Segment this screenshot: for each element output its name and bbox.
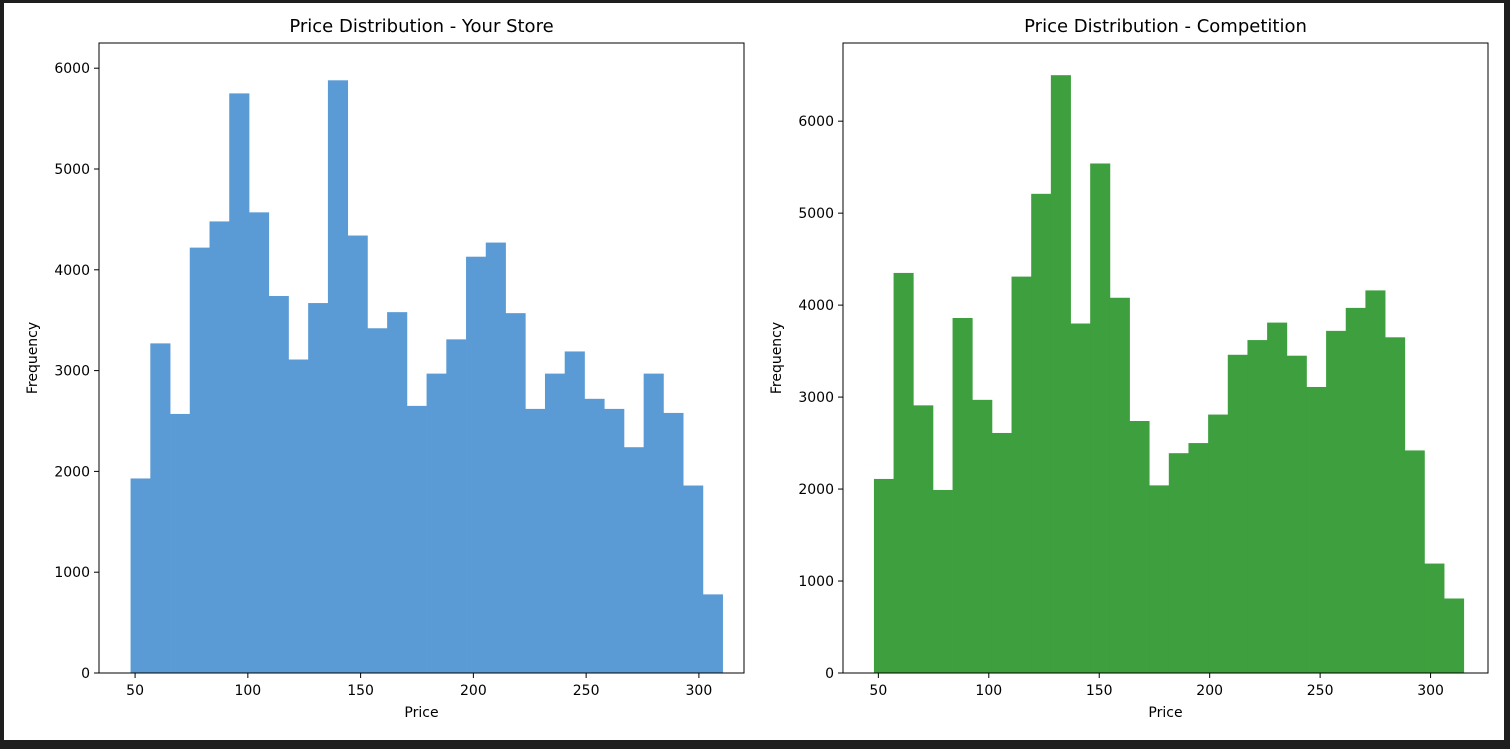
- histogram-bar: [623, 447, 645, 673]
- x-tick-label: 100: [234, 683, 261, 699]
- y-tick-label: 6000: [54, 61, 90, 77]
- histogram-bar: [288, 359, 309, 673]
- histogram-bar: [1208, 414, 1229, 673]
- y-tick-label: 3000: [54, 364, 90, 380]
- histogram-bar: [1070, 323, 1091, 673]
- histogram-bar: [663, 412, 684, 673]
- histogram-bar: [1050, 75, 1071, 673]
- histogram-bar: [466, 256, 487, 673]
- x-tick-label: 150: [347, 683, 374, 699]
- x-tick-label: 50: [869, 683, 887, 699]
- histogram-bar: [1424, 563, 1445, 673]
- histogram-bar: [952, 317, 973, 673]
- histogram-bar: [972, 399, 993, 673]
- chart-svg: 50 100 150 200 250 30001000200030004000500060…: [25, 16, 1489, 721]
- x-tick-label: 200: [1196, 683, 1223, 699]
- histogram-bar: [189, 247, 210, 673]
- y-tick-label: 5000: [54, 162, 90, 178]
- x-tick-label: 150: [1086, 683, 1113, 699]
- y-axis-label: Frequency: [25, 322, 41, 394]
- histogram-bar: [893, 272, 914, 673]
- histogram-bar: [991, 432, 1012, 673]
- histogram-bar: [525, 408, 546, 673]
- histogram-bar: [1444, 598, 1465, 673]
- histogram-bar: [683, 485, 704, 673]
- y-tick-label: 0: [825, 666, 834, 682]
- histogram-bar: [485, 242, 506, 673]
- chart-panel-2: 50 100 150 200 250 30001000200030004000500060…: [769, 16, 1489, 721]
- x-tick-label: 50: [126, 683, 144, 699]
- y-tick-label: 1000: [54, 565, 90, 581]
- histogram-bar: [229, 93, 250, 673]
- histogram-bar: [1227, 354, 1248, 673]
- histogram-bar: [446, 339, 467, 673]
- histogram-bar: [327, 80, 349, 674]
- histogram-bar: [406, 405, 427, 673]
- histogram-bar: [643, 373, 664, 673]
- histogram-bar: [604, 408, 625, 673]
- histogram-bar: [873, 478, 894, 673]
- x-tick-label: 300: [686, 683, 713, 699]
- histogram-bar: [1326, 330, 1347, 673]
- x-tick-label: 200: [460, 683, 487, 699]
- histogram-bar: [426, 373, 447, 673]
- figure: 50 100 150 200 250 300 0 1000 2000 3000 4000 5000 60…: [4, 3, 1504, 740]
- y-tick-label: 5000: [798, 206, 834, 222]
- histogram-bar: [1149, 485, 1170, 673]
- x-tick-label: 300: [1417, 683, 1444, 699]
- histogram-bar: [1345, 307, 1366, 673]
- histogram-bar: [209, 221, 230, 674]
- histogram-bar: [347, 235, 368, 673]
- histogram-bar: [1267, 322, 1288, 673]
- y-tick-label: 4000: [54, 263, 90, 279]
- x-tick-label: 250: [1307, 683, 1334, 699]
- histogram-bar: [932, 489, 953, 673]
- histogram-bar: [1188, 443, 1209, 673]
- histogram-bar: [170, 413, 191, 673]
- y-tick-label: 1000: [798, 574, 834, 590]
- chart-title: Price Distribution - Your Store: [289, 16, 553, 37]
- histogram-bar: [367, 328, 388, 673]
- histogram-bar: [1031, 193, 1052, 673]
- histogram-bar: [505, 313, 526, 673]
- chart-title: Price Distribution - Competition: [1024, 16, 1307, 37]
- histogram-bar: [702, 594, 723, 673]
- histogram-bar: [130, 478, 151, 673]
- histogram-bar: [248, 212, 270, 673]
- axes-frame: [98, 42, 745, 674]
- histogram-bar: [308, 303, 329, 673]
- histogram-bar: [913, 405, 934, 673]
- x-axis-label: Price: [404, 705, 438, 721]
- x-tick-label: 250: [573, 683, 600, 699]
- histogram-bar: [1306, 386, 1327, 673]
- histogram-bar: [564, 351, 585, 673]
- y-tick-label: 3000: [798, 390, 834, 406]
- histogram-bar: [1090, 163, 1111, 674]
- histogram-bar: [1404, 450, 1425, 673]
- histogram-bar: [150, 343, 171, 673]
- y-tick-label: 0: [81, 666, 90, 682]
- histogram-bar: [584, 398, 605, 673]
- histogram-bar: [1385, 337, 1406, 673]
- histogram-bar: [1168, 453, 1189, 673]
- y-tick-label: 2000: [798, 482, 834, 498]
- histogram-bar: [1129, 421, 1150, 673]
- histogram-bar: [544, 373, 566, 673]
- x-axis-label: Price: [1148, 705, 1182, 721]
- y-tick-label: 4000: [798, 298, 834, 314]
- chart-panel-1: 50 100 150 200 250 30001000200030004000500060…: [25, 16, 745, 721]
- histogram-bar: [1286, 355, 1307, 673]
- x-tick-label: 100: [975, 683, 1002, 699]
- y-tick-label: 6000: [798, 114, 834, 130]
- histogram-bar: [1247, 340, 1268, 673]
- y-axis-label: Frequency: [769, 322, 785, 394]
- histogram-bar: [1365, 290, 1386, 673]
- histogram-bar: [268, 296, 289, 673]
- histogram-bar: [1011, 276, 1032, 673]
- y-tick-label: 2000: [54, 464, 90, 480]
- histogram-bar: [387, 312, 408, 673]
- axes-frame: [842, 42, 1489, 674]
- histogram-bar: [1109, 297, 1130, 673]
